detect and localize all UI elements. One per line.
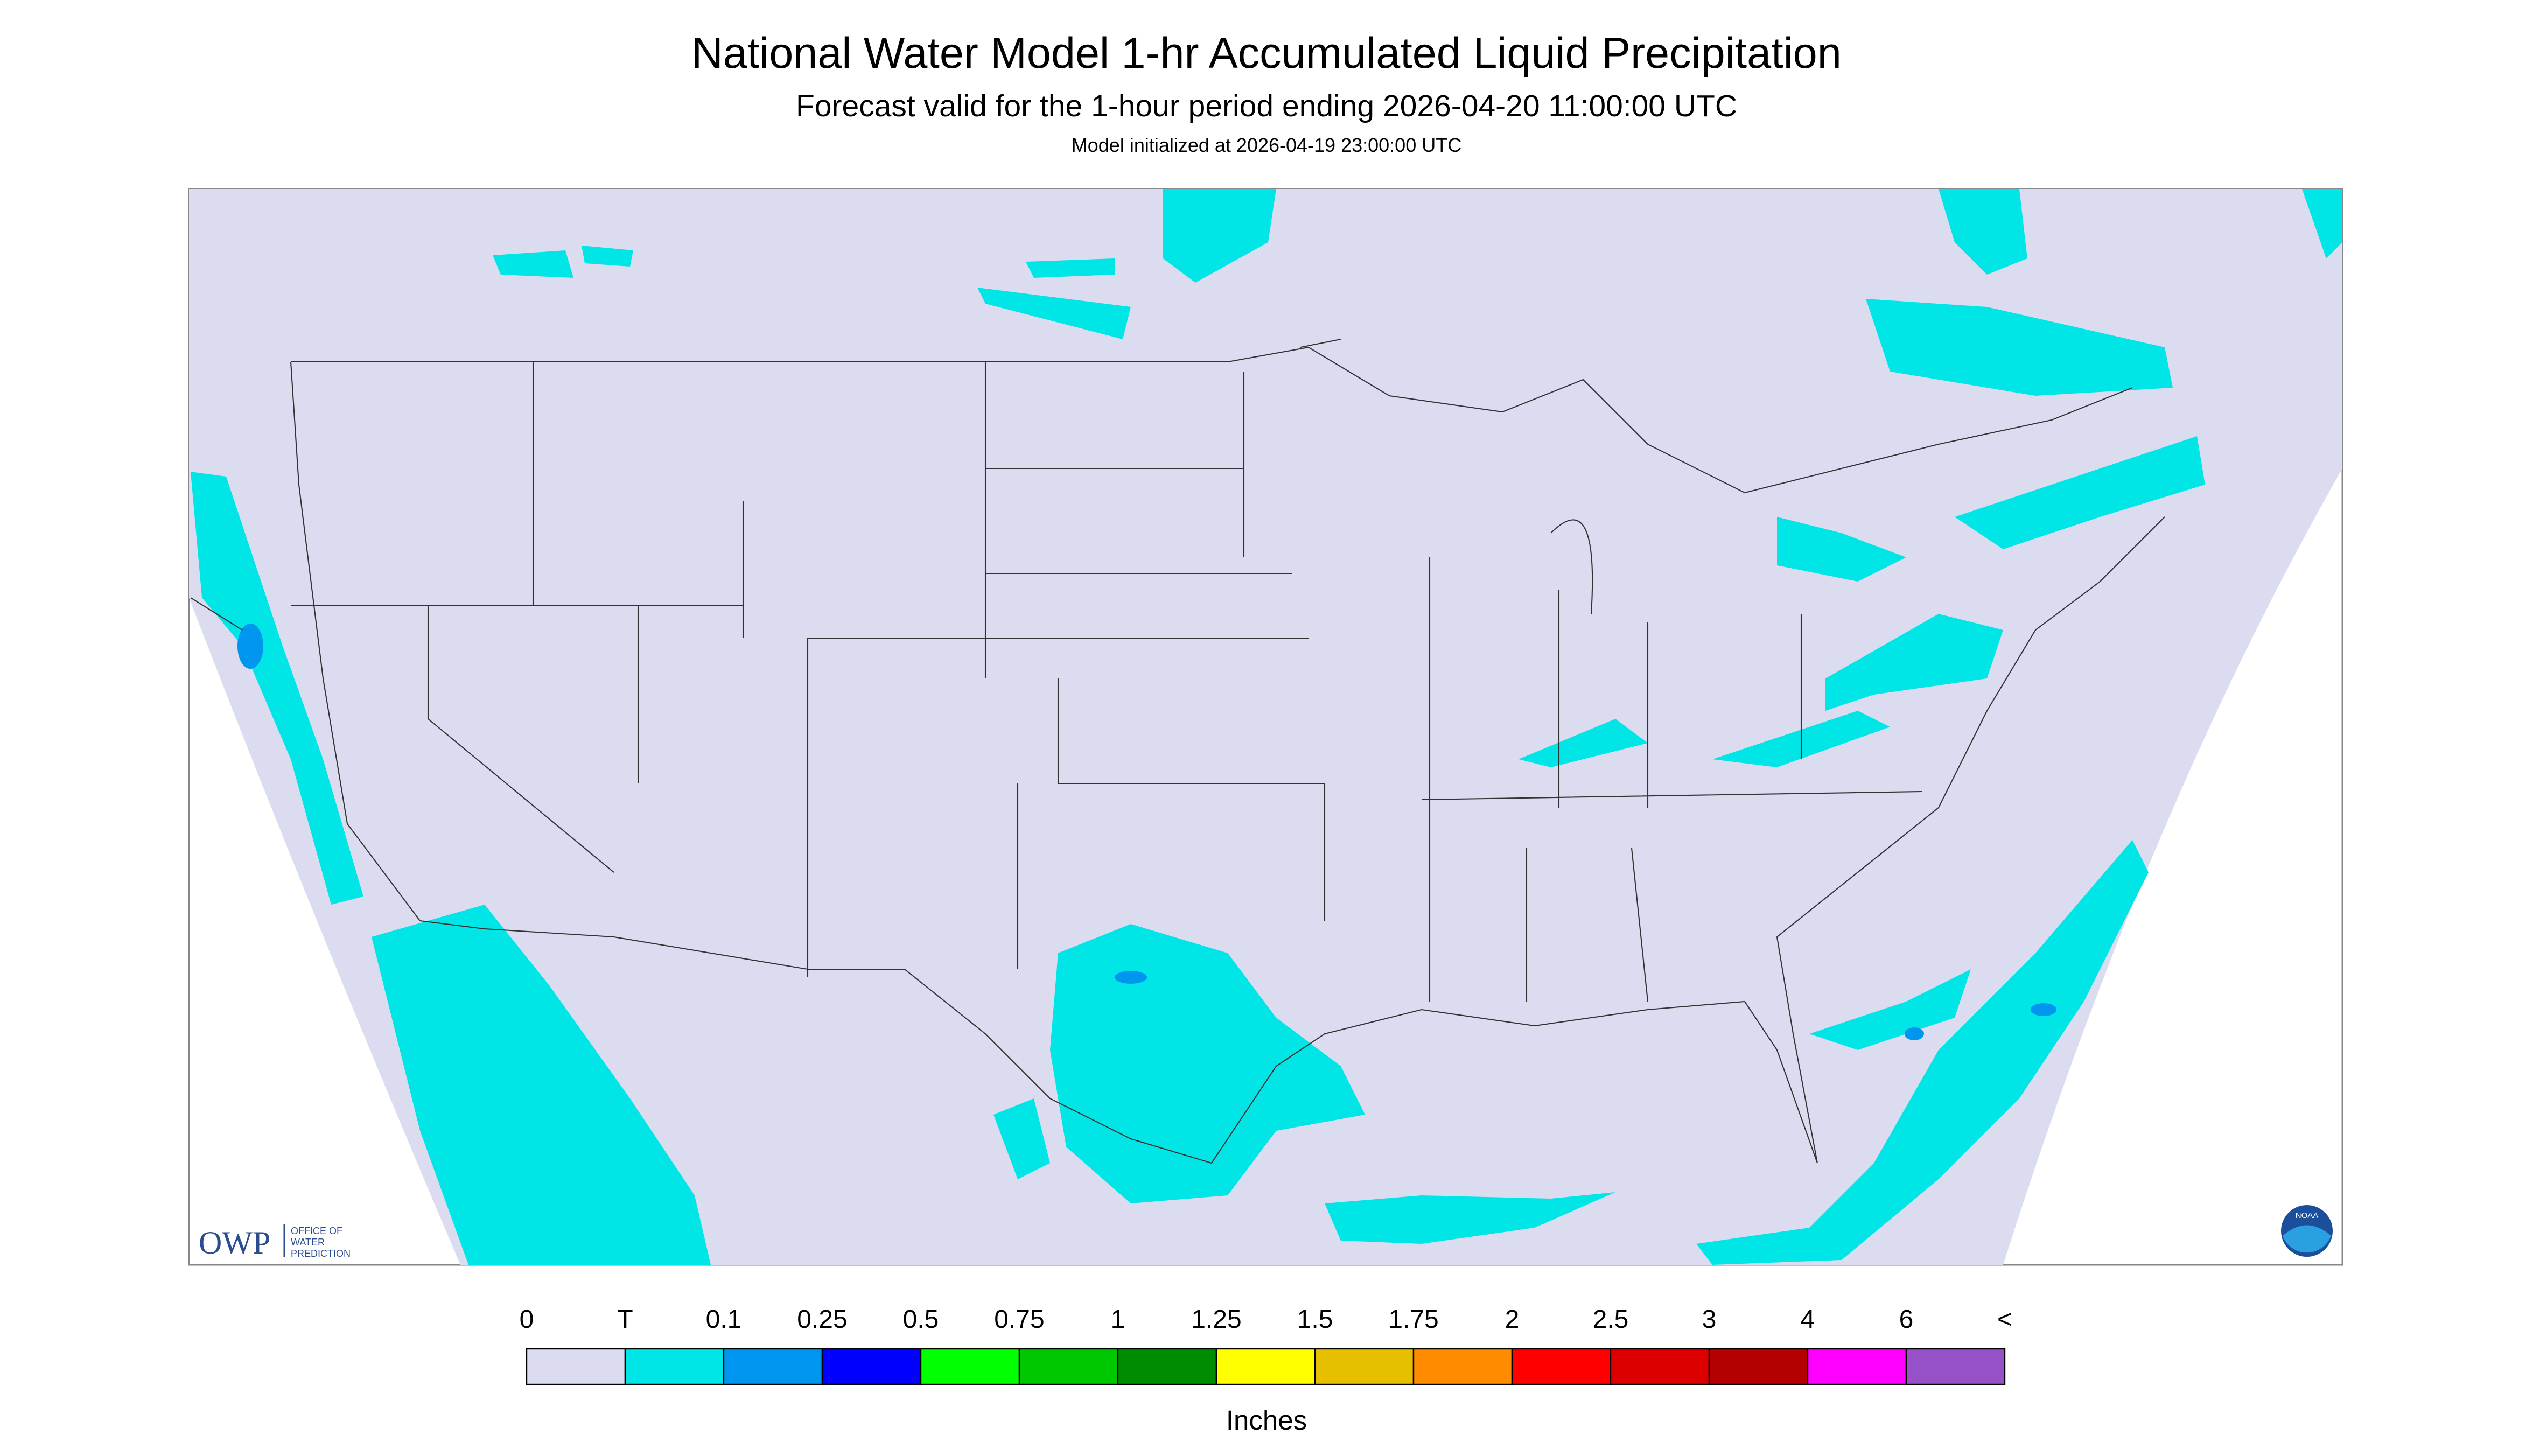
- legend-label: 0.75: [994, 1305, 1044, 1334]
- legend-swatch: [1708, 1348, 1809, 1385]
- legend-label: 1: [1111, 1305, 1125, 1334]
- legend-swatch: [1314, 1348, 1415, 1385]
- legend-swatch: [1610, 1348, 1710, 1385]
- legend-swatch: [1807, 1348, 1907, 1385]
- legend-label: 1.5: [1297, 1305, 1333, 1334]
- legend-label: 6: [1899, 1305, 1914, 1334]
- legend-swatch: [1215, 1348, 1316, 1385]
- legend-swatch: [821, 1348, 922, 1385]
- legend-swatch: [920, 1348, 1020, 1385]
- noaa-logo: NOAA: [2281, 1205, 2333, 1257]
- legend-label: T: [617, 1305, 633, 1334]
- legend-swatch: [1412, 1348, 1513, 1385]
- legend-swatch: [1905, 1348, 2006, 1385]
- owp-logo-text: OWP: [199, 1225, 270, 1261]
- legend-swatch: [1511, 1348, 1612, 1385]
- legend-label: 1.75: [1388, 1305, 1438, 1334]
- legend-label: 0.5: [903, 1305, 939, 1334]
- legend-label: 0: [520, 1305, 534, 1334]
- noaa-logo-text: NOAA: [2296, 1211, 2319, 1220]
- legend-label: 4: [1801, 1305, 1815, 1334]
- owp-logo-sub: WATER: [291, 1237, 325, 1248]
- legend-swatch: [624, 1348, 725, 1385]
- legend-label: 3: [1702, 1305, 1717, 1334]
- legend-label: 0.25: [797, 1305, 847, 1334]
- model-domain: [189, 189, 2342, 1265]
- legend-unit: Inches: [1226, 1405, 1307, 1436]
- title: National Water Model 1-hr Accumulated Li…: [691, 29, 1842, 78]
- legend-swatch: [1018, 1348, 1119, 1385]
- boundaries: [190, 338, 2165, 1164]
- legend-swatch: [1117, 1348, 1217, 1385]
- legend-swatch: [526, 1348, 626, 1385]
- init-time: Model initialized at 2026-04-19 23:00:00…: [1072, 134, 1461, 156]
- owp-logo: OWP OFFICE OF WATER PREDICTION: [199, 1224, 351, 1261]
- legend-label: 2: [1505, 1305, 1520, 1334]
- legend: 0 T 0.1 0.25 0.5 0.75 1 1.25 1.5 1.75 2 2.5 3 4 6 <: [520, 1305, 2012, 1385]
- precipitation: [191, 189, 2342, 1265]
- map: [188, 188, 2343, 1266]
- owp-logo-sub: PREDICTION: [291, 1248, 351, 1259]
- legend-swatch: [723, 1348, 823, 1385]
- owp-logo-sub: OFFICE OF: [291, 1226, 342, 1236]
- subtitle: Forecast valid for the 1-hour period end…: [796, 89, 1737, 123]
- legend-label: 2.5: [1593, 1305, 1629, 1334]
- legend-label: <: [1997, 1305, 2012, 1334]
- legend-label: 0.1: [706, 1305, 742, 1334]
- legend-label: 1.25: [1191, 1305, 1241, 1334]
